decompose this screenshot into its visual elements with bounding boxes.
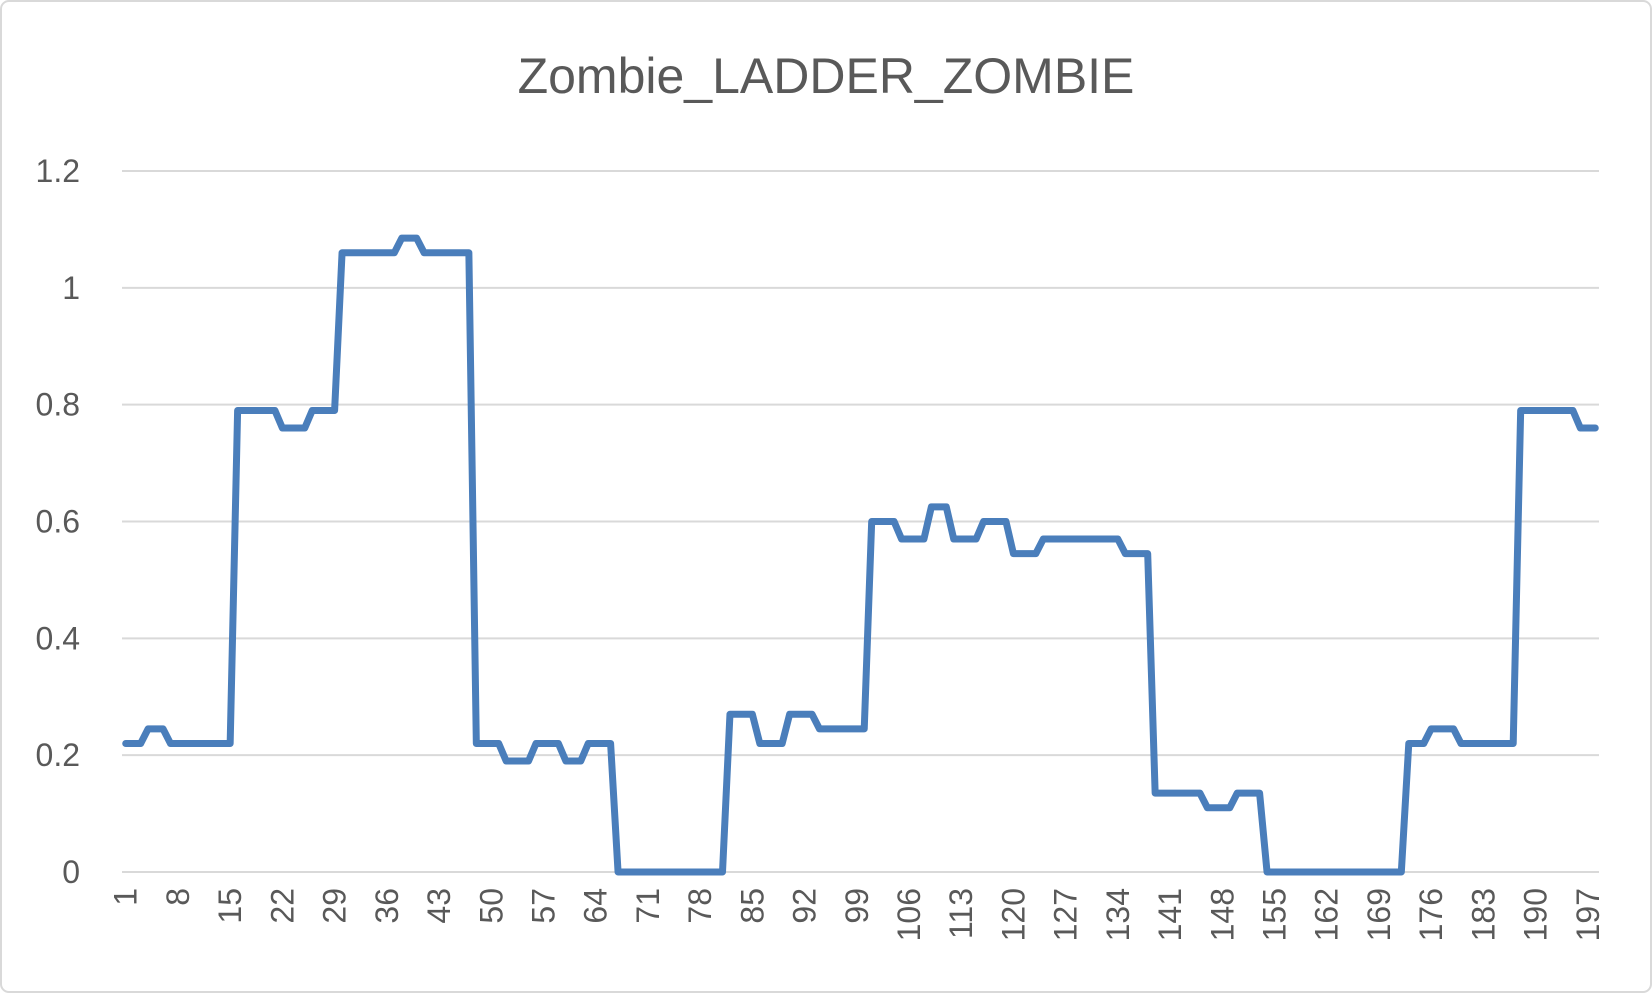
x-tick-label: 183 — [1465, 888, 1501, 941]
x-tick-label: 78 — [682, 888, 718, 924]
x-tick-label: 120 — [995, 888, 1031, 941]
x-tick-label: 190 — [1518, 888, 1554, 941]
chart-title: Zombie_LADDER_ZOMBIE — [518, 48, 1135, 104]
data-line — [122, 234, 1599, 876]
x-tick-label: 15 — [212, 888, 248, 924]
x-tick-label: 36 — [369, 888, 405, 924]
x-tick-label: 29 — [317, 888, 353, 924]
x-tick-label: 169 — [1361, 888, 1397, 941]
y-tick-label: 1 — [62, 270, 80, 306]
y-tick-label: 0.4 — [36, 620, 80, 656]
x-tick-label: 43 — [421, 888, 457, 924]
x-tick-label: 85 — [734, 888, 770, 924]
x-tick-label: 113 — [943, 888, 979, 939]
x-tick-label: 71 — [630, 888, 666, 924]
x-tick-label: 1 — [108, 888, 144, 906]
x-tick-label: 99 — [839, 888, 875, 924]
x-tick-label: 64 — [578, 888, 614, 924]
x-tick-label: 50 — [473, 888, 509, 924]
y-tick-label: 1.2 — [36, 153, 80, 189]
y-tick-label: 0 — [62, 854, 80, 890]
y-tick-label: 0.2 — [36, 737, 80, 773]
x-tick-label: 127 — [1048, 888, 1084, 941]
y-tick-label: 0.6 — [36, 504, 80, 540]
x-tick-label: 134 — [1100, 888, 1136, 941]
x-tick-label: 8 — [160, 888, 196, 906]
x-tick-label: 176 — [1413, 888, 1449, 941]
x-tick-label: 197 — [1570, 888, 1606, 941]
y-tick-label: 0.8 — [36, 387, 80, 423]
x-tick-label: 92 — [787, 888, 823, 924]
x-tick-label: 106 — [891, 888, 927, 941]
x-tick-label: 155 — [1257, 888, 1293, 941]
x-tick-label: 148 — [1204, 888, 1240, 941]
x-tick-label: 141 — [1152, 888, 1188, 941]
x-tick-label: 162 — [1309, 888, 1345, 941]
x-tick-label: 57 — [525, 888, 561, 924]
x-tick-label: 22 — [264, 888, 300, 924]
